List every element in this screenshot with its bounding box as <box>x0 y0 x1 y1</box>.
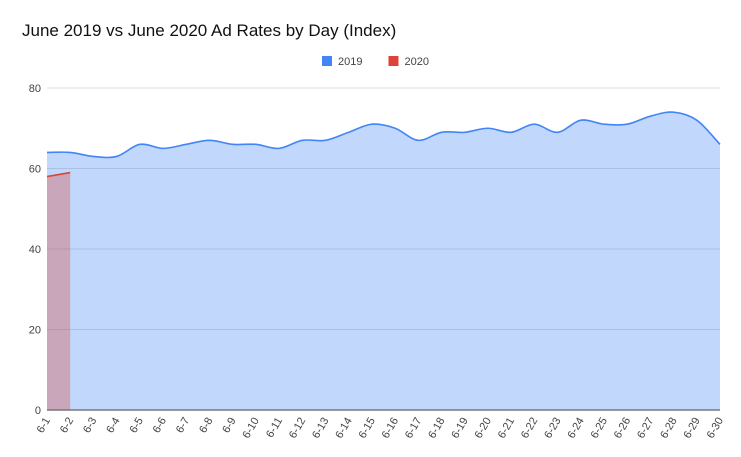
legend-swatch <box>388 56 399 66</box>
x-tick-label: 6-6 <box>151 416 169 436</box>
x-tick-label: 6-13 <box>310 416 331 441</box>
y-tick-label: 80 <box>29 83 41 95</box>
x-tick-label: 6-3 <box>81 416 99 436</box>
y-tick-label: 60 <box>29 164 41 176</box>
x-tick-label: 6-22 <box>519 416 540 441</box>
x-tick-label: 6-11 <box>264 416 285 440</box>
x-tick-label: 6-12 <box>287 416 308 441</box>
line <box>46 111 721 159</box>
x-tick-label: 6-15 <box>357 416 378 441</box>
x-tick-label: 6-16 <box>380 416 401 441</box>
x-tick-label: 6-4 <box>104 416 122 436</box>
x-tick-label: 6-5 <box>128 416 146 436</box>
x-tick-label: 6-17 <box>403 416 424 441</box>
series <box>46 171 71 410</box>
y-tick-label: 0 <box>35 405 41 417</box>
x-tick-label: 6-19 <box>449 416 470 441</box>
x-tick-label: 6-21 <box>496 416 517 441</box>
x-tick-label: 6-28 <box>658 416 679 441</box>
x-tick-label: 6-7 <box>174 416 192 436</box>
x-tick-label: 6-1 <box>35 416 53 436</box>
x-tick-label: 6-14 <box>333 416 354 441</box>
chart-title: June 2019 vs June 2020 Ad Rates by Day (… <box>22 21 396 40</box>
x-tick-label: 6-30 <box>705 416 726 441</box>
x-tick-label: 6-29 <box>681 416 702 441</box>
x-tick-label: 6-25 <box>589 416 610 441</box>
area-fill <box>47 112 720 411</box>
series <box>46 111 721 411</box>
y-tick-label: 40 <box>29 244 41 256</box>
x-tick-label: 6-27 <box>635 416 656 441</box>
x-tick-label: 6-26 <box>612 416 633 441</box>
legend-label: 2019 <box>338 56 362 68</box>
x-tick-label: 6-23 <box>542 416 563 441</box>
x-tick-label: 6-10 <box>241 416 262 441</box>
legend-label: 2020 <box>404 56 428 68</box>
area-fill <box>47 172 71 410</box>
x-tick-label: 6-2 <box>58 416 76 436</box>
x-tick-label: 6-9 <box>220 416 238 436</box>
x-tick-label: 6-8 <box>197 416 215 436</box>
y-tick-label: 20 <box>29 325 41 337</box>
line <box>46 171 71 178</box>
x-tick-label: 6-18 <box>426 416 447 441</box>
x-tick-label: 6-20 <box>473 416 494 441</box>
legend-swatch <box>322 56 332 66</box>
x-tick-label: 6-24 <box>565 416 586 441</box>
